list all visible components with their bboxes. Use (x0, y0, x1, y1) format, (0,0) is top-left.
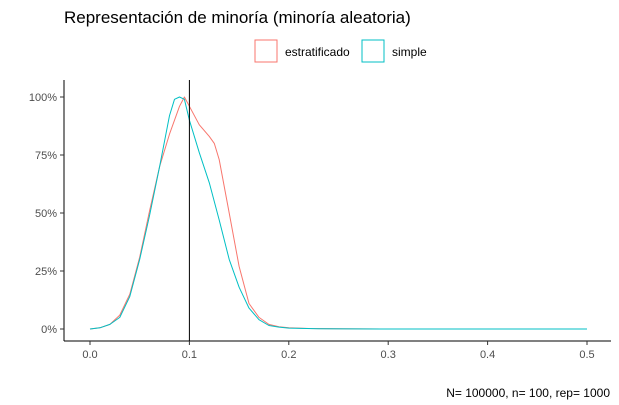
legend: estratificado simple (254, 39, 427, 63)
plot-area (89, 80, 587, 341)
y-tick-label: 0% (41, 324, 57, 336)
legend-label-estratificado: estratificado (285, 45, 350, 59)
axes: 0% 25% 50% 75% 100% 0.0 0.1 0.2 0.3 0.4 0.5 (29, 80, 611, 361)
y-tick-label: 50% (35, 208, 57, 220)
chart-title: Representación de minoría (minoría aleat… (64, 8, 411, 27)
x-tick-label: 0.0 (82, 349, 97, 361)
series-line-simple (89, 96, 587, 330)
y-tick-label: 75% (35, 150, 57, 162)
legend-label-simple: simple (392, 45, 427, 59)
y-tick-label: 100% (29, 92, 57, 104)
x-tick-label: 0.3 (381, 349, 396, 361)
y-tick-label: 25% (35, 266, 57, 278)
x-tick-label: 0.4 (480, 349, 495, 361)
x-tick-label: 0.1 (182, 349, 197, 361)
legend-key-simple (361, 39, 385, 63)
legend-key-estratificado (254, 39, 278, 63)
x-tick-label: 0.5 (579, 349, 594, 361)
x-tick-label: 0.2 (281, 349, 296, 361)
chart-caption: N= 100000, n= 100, rep= 1000 (446, 386, 610, 400)
